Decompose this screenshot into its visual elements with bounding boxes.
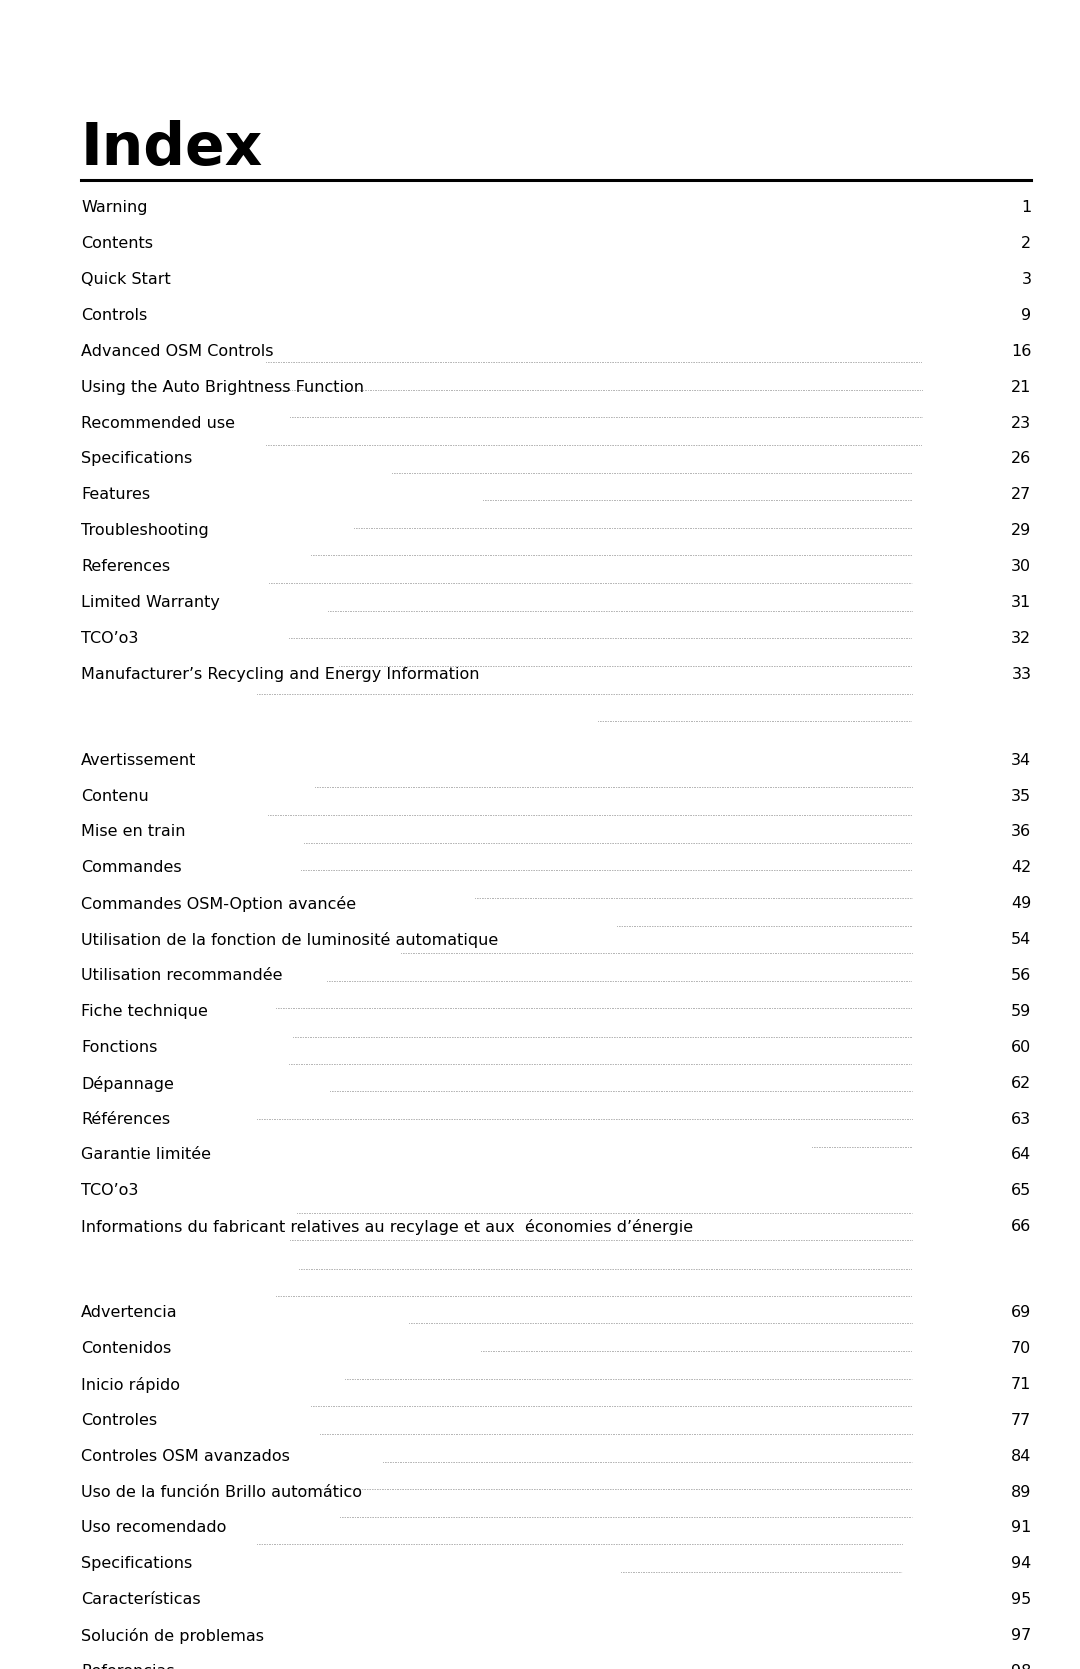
- Text: 69: 69: [1011, 1305, 1031, 1320]
- Text: Quick Start: Quick Start: [81, 272, 171, 287]
- Text: 71: 71: [1011, 1377, 1031, 1392]
- Text: 97: 97: [1011, 1627, 1031, 1642]
- Text: Advertencia: Advertencia: [81, 1305, 177, 1320]
- Text: 95: 95: [1011, 1592, 1031, 1607]
- Text: 56: 56: [1011, 968, 1031, 983]
- Text: 1: 1: [1022, 200, 1031, 215]
- Text: Contents: Contents: [81, 235, 153, 250]
- Text: 63: 63: [1011, 1112, 1031, 1127]
- Text: Limited Warranty: Limited Warranty: [81, 594, 220, 609]
- Text: 59: 59: [1011, 1003, 1031, 1018]
- Text: Recommended use: Recommended use: [81, 416, 235, 431]
- Text: Garantie limitée: Garantie limitée: [81, 1147, 211, 1162]
- Text: Advanced OSM Controls: Advanced OSM Controls: [81, 344, 273, 359]
- Text: 94: 94: [1011, 1556, 1031, 1571]
- Text: Fonctions: Fonctions: [81, 1040, 158, 1055]
- Text: Index: Index: [81, 120, 264, 177]
- Text: Controles: Controles: [81, 1412, 157, 1427]
- Text: 98: 98: [1011, 1664, 1031, 1669]
- Text: 64: 64: [1011, 1147, 1031, 1162]
- Text: 84: 84: [1011, 1449, 1031, 1464]
- Text: 42: 42: [1011, 860, 1031, 875]
- Text: 31: 31: [1011, 594, 1031, 609]
- Text: Références: Références: [81, 1112, 171, 1127]
- Text: Características: Características: [81, 1592, 201, 1607]
- Text: 65: 65: [1011, 1183, 1031, 1198]
- Text: Solución de problemas: Solución de problemas: [81, 1627, 264, 1644]
- Text: TCO’o3: TCO’o3: [81, 1183, 138, 1198]
- Text: 66: 66: [1011, 1218, 1031, 1233]
- Text: 60: 60: [1011, 1040, 1031, 1055]
- Text: Specifications: Specifications: [81, 451, 192, 466]
- Text: 32: 32: [1011, 631, 1031, 646]
- Text: Informations du fabricant relatives au recylage et aux  économies d’énergie: Informations du fabricant relatives au r…: [81, 1218, 693, 1235]
- Text: Avertissement: Avertissement: [81, 753, 197, 768]
- Text: 70: 70: [1011, 1340, 1031, 1355]
- Text: Contenu: Contenu: [81, 788, 149, 803]
- Text: 49: 49: [1011, 896, 1031, 911]
- Text: 2: 2: [1022, 235, 1031, 250]
- Text: References: References: [81, 559, 171, 574]
- Text: Manufacturer’s Recycling and Energy Information: Manufacturer’s Recycling and Energy Info…: [81, 666, 480, 681]
- Text: Commandes OSM-Option avancée: Commandes OSM-Option avancée: [81, 896, 356, 913]
- Text: Commandes: Commandes: [81, 860, 181, 875]
- Text: Controles OSM avanzados: Controles OSM avanzados: [81, 1449, 289, 1464]
- Text: Utilisation recommandée: Utilisation recommandée: [81, 968, 283, 983]
- Text: Specifications: Specifications: [81, 1556, 192, 1571]
- Text: 91: 91: [1011, 1520, 1031, 1535]
- Text: 30: 30: [1011, 559, 1031, 574]
- Text: 9: 9: [1022, 307, 1031, 322]
- Text: 62: 62: [1011, 1075, 1031, 1090]
- Text: Fiche technique: Fiche technique: [81, 1003, 207, 1018]
- Text: Warning: Warning: [81, 200, 148, 215]
- Text: 16: 16: [1011, 344, 1031, 359]
- Text: Uso de la función Brillo automático: Uso de la función Brillo automático: [81, 1484, 362, 1499]
- Text: Features: Features: [81, 487, 150, 502]
- Text: Referencias: Referencias: [81, 1664, 175, 1669]
- Text: Uso recomendado: Uso recomendado: [81, 1520, 227, 1535]
- Text: 89: 89: [1011, 1484, 1031, 1499]
- Text: 77: 77: [1011, 1412, 1031, 1427]
- Text: 3: 3: [1022, 272, 1031, 287]
- Text: Troubleshooting: Troubleshooting: [81, 522, 208, 537]
- Text: 26: 26: [1011, 451, 1031, 466]
- Text: Contenidos: Contenidos: [81, 1340, 172, 1355]
- Text: 29: 29: [1011, 522, 1031, 537]
- Text: 34: 34: [1011, 753, 1031, 768]
- Text: TCO’o3: TCO’o3: [81, 631, 138, 646]
- Text: 35: 35: [1011, 788, 1031, 803]
- Text: Controls: Controls: [81, 307, 147, 322]
- Text: Inicio rápido: Inicio rápido: [81, 1377, 180, 1394]
- Text: 33: 33: [1011, 666, 1031, 681]
- Text: 27: 27: [1011, 487, 1031, 502]
- Text: Utilisation de la fonction de luminosité automatique: Utilisation de la fonction de luminosité…: [81, 931, 498, 948]
- Text: Using the Auto Brightness Function: Using the Auto Brightness Function: [81, 379, 364, 394]
- Text: Mise en train: Mise en train: [81, 824, 186, 840]
- Text: 54: 54: [1011, 931, 1031, 946]
- Text: 21: 21: [1011, 379, 1031, 394]
- Text: 36: 36: [1011, 824, 1031, 840]
- Text: 23: 23: [1011, 416, 1031, 431]
- Text: Dépannage: Dépannage: [81, 1075, 174, 1092]
